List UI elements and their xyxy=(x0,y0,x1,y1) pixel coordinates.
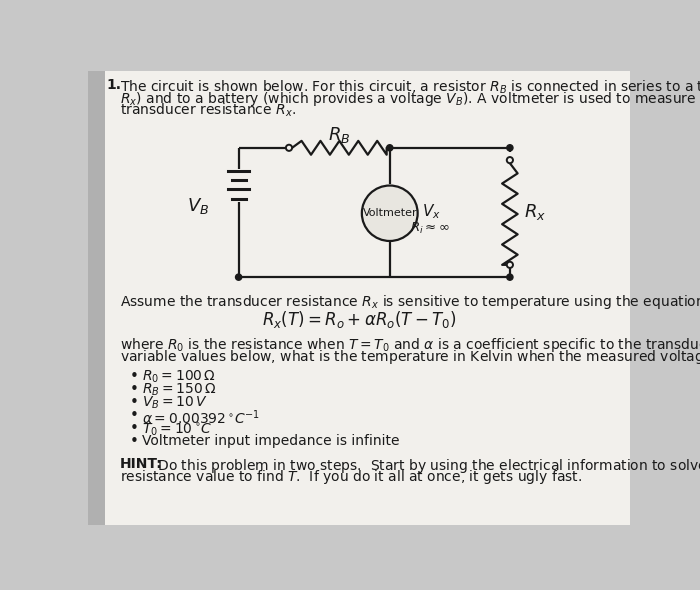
Circle shape xyxy=(507,145,513,151)
Text: $R_x$: $R_x$ xyxy=(524,202,546,222)
Circle shape xyxy=(386,145,393,151)
Text: where $R_0$ is the resistance when $T = T_0$ and $\alpha$ is a coefficient speci: where $R_0$ is the resistance when $T = … xyxy=(120,336,700,355)
Circle shape xyxy=(507,157,513,163)
Text: •: • xyxy=(130,382,139,397)
Text: •: • xyxy=(130,369,139,384)
Text: $V_x$: $V_x$ xyxy=(422,202,441,221)
Text: variable values below, what is the temperature in Kelvin when the measured volta: variable values below, what is the tempe… xyxy=(120,348,700,366)
Text: Assume the transducer resistance $R_x$ is sensitive to temperature using the equ: Assume the transducer resistance $R_x$ i… xyxy=(120,293,700,310)
Text: $R_x(T) = R_o + \alpha R_o(T - T_0)$: $R_x(T) = R_o + \alpha R_o(T - T_0)$ xyxy=(262,310,456,330)
Circle shape xyxy=(235,274,241,280)
Text: Voltmeter input impedance is infinite: Voltmeter input impedance is infinite xyxy=(141,434,399,448)
FancyBboxPatch shape xyxy=(88,71,630,525)
Text: $\alpha = 0.00392\,^{\circ}C^{-1}$: $\alpha = 0.00392\,^{\circ}C^{-1}$ xyxy=(141,408,260,427)
Text: resistance value to find $T$.  If you do it all at once, it gets ugly fast.: resistance value to find $T$. If you do … xyxy=(120,468,582,486)
Text: •: • xyxy=(130,395,139,410)
Text: Voltmeter: Voltmeter xyxy=(363,208,417,218)
Text: 1.: 1. xyxy=(107,78,122,93)
Text: transducer resistance $R_x$.: transducer resistance $R_x$. xyxy=(120,101,296,119)
Circle shape xyxy=(362,185,418,241)
Text: $V_B$: $V_B$ xyxy=(187,195,209,215)
Text: $R_B$: $R_B$ xyxy=(328,124,351,145)
Text: •: • xyxy=(130,421,139,436)
Text: $R_B = 150\,\Omega$: $R_B = 150\,\Omega$ xyxy=(141,382,216,398)
Circle shape xyxy=(507,262,513,268)
Text: The circuit is shown below. For this circuit, a resistor $R_B$ is connected in s: The circuit is shown below. For this cir… xyxy=(120,78,700,96)
Text: $V_B = 10\,V$: $V_B = 10\,V$ xyxy=(141,395,207,411)
Bar xyxy=(88,71,104,525)
Text: •: • xyxy=(130,434,139,449)
Text: Do this problem in two steps.  Start by using the electrical information to solv: Do this problem in two steps. Start by u… xyxy=(153,457,700,474)
Text: $R_i \approx \infty$: $R_i \approx \infty$ xyxy=(410,221,450,236)
Text: $R_0 = 100\,\Omega$: $R_0 = 100\,\Omega$ xyxy=(141,369,216,385)
Text: $T_0 = 10\,^{\circ}C$: $T_0 = 10\,^{\circ}C$ xyxy=(141,421,212,438)
Circle shape xyxy=(286,145,292,151)
Text: HINT:: HINT: xyxy=(120,457,163,471)
Text: •: • xyxy=(130,408,139,423)
Circle shape xyxy=(507,274,513,280)
Text: $R_x$) and to a battery (which provides a voltage $V_B$). A voltmeter is used to: $R_x$) and to a battery (which provides … xyxy=(120,90,700,108)
